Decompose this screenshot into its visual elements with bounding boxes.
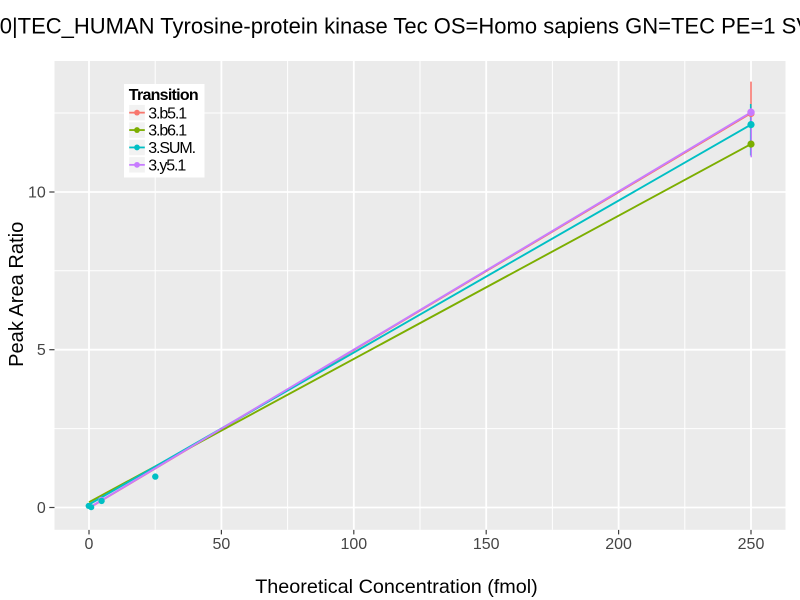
svg-text:100: 100 — [340, 536, 367, 553]
svg-text:Transition: Transition — [129, 87, 198, 104]
svg-text:Peak Area Ratio: Peak Area Ratio — [6, 222, 28, 367]
svg-text:0: 0 — [37, 500, 46, 517]
svg-text:0|TEC_HUMAN Tyrosine-protein k: 0|TEC_HUMAN Tyrosine-protein kinase Tec … — [0, 14, 800, 39]
svg-text:3.b5.1: 3.b5.1 — [148, 105, 187, 122]
svg-text:3.y5.1: 3.y5.1 — [148, 158, 186, 175]
svg-text:50: 50 — [213, 536, 231, 553]
svg-text:0: 0 — [85, 536, 94, 553]
svg-text:3.SUM.: 3.SUM. — [148, 140, 195, 157]
svg-text:Theoretical Concentration (fmo: Theoretical Concentration (fmol) — [255, 576, 538, 598]
svg-text:10: 10 — [28, 185, 46, 202]
svg-text:150: 150 — [473, 536, 500, 553]
svg-text:5: 5 — [37, 342, 46, 359]
svg-text:200: 200 — [605, 536, 632, 553]
svg-text:250: 250 — [738, 536, 765, 553]
svg-text:3.b6.1: 3.b6.1 — [148, 123, 187, 140]
